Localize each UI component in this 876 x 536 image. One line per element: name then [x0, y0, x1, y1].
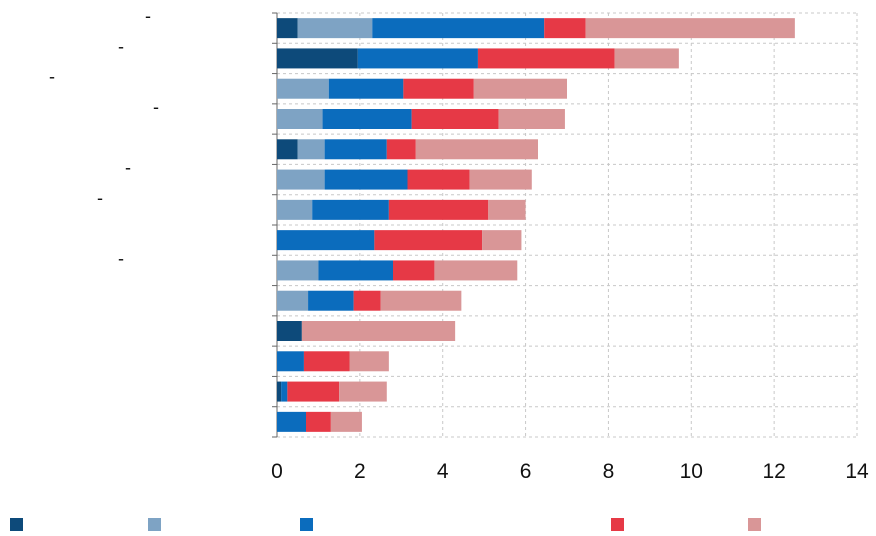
bar-segment-series-1	[277, 321, 302, 341]
bar-segment-series-3	[324, 139, 387, 160]
bar-segment-series-5	[473, 78, 567, 99]
bar-segment-series-2	[277, 199, 313, 220]
category-label: -	[145, 6, 151, 26]
bar-segment-series-5	[482, 230, 522, 251]
bar-segment-series-1	[277, 18, 298, 39]
bar-segment-series-4	[477, 48, 615, 69]
category-label: -	[153, 97, 159, 117]
bar-segment-series-5	[498, 109, 565, 129]
bar-segment-series-5	[339, 381, 387, 402]
legend-swatch-series-2	[148, 518, 161, 531]
legend-swatch-series-1	[10, 518, 23, 531]
category-label: -	[97, 188, 103, 208]
bar-segment-series-3	[281, 381, 288, 402]
bar-segment-series-2	[277, 290, 309, 311]
bar-segment-series-5	[380, 290, 462, 311]
x-tick-label: 6	[520, 460, 532, 483]
bar-segment-series-3	[277, 411, 306, 432]
bar-segment-series-4	[411, 109, 499, 129]
bar-segment-series-4	[386, 139, 416, 160]
legend-swatch-series-3	[300, 518, 313, 531]
x-tick-label: 8	[603, 460, 615, 483]
bar-segment-series-5	[415, 139, 538, 160]
bar-segment-series-3	[328, 78, 404, 99]
category-label: -	[118, 248, 124, 268]
x-tick-label: 14	[845, 460, 869, 483]
bar-segment-series-3	[324, 169, 408, 190]
bar-segment-series-3	[318, 260, 393, 281]
x-tick-label: 0	[271, 460, 283, 483]
x-tick-label: 10	[680, 460, 703, 483]
bar-segment-series-5	[349, 351, 389, 372]
bar-segment-series-2	[297, 18, 373, 39]
bar-segment-series-2	[277, 169, 325, 190]
bar-segment-series-3	[277, 230, 375, 251]
bar-segment-series-3	[308, 290, 354, 311]
x-tick-label: 12	[762, 460, 785, 483]
bar-segment-series-5	[614, 48, 679, 69]
bar-segment-series-4	[374, 230, 483, 251]
bar-segment-series-4	[287, 381, 340, 402]
bar-segment-series-4	[303, 351, 350, 372]
bar-segment-series-1	[277, 381, 282, 402]
bar-segment-series-2	[277, 109, 323, 129]
category-label: -	[118, 36, 124, 56]
bar-segment-series-4	[393, 260, 435, 281]
bar-segment-series-1	[277, 48, 358, 69]
bar-segment-series-2	[297, 139, 325, 160]
bar-segment-series-5	[301, 321, 456, 341]
bar-segment-series-3	[357, 48, 478, 69]
bar-segment-series-1	[277, 139, 298, 160]
bar-segment-series-4	[403, 78, 474, 99]
bar-segment-series-3	[277, 351, 304, 372]
x-tick-label: 4	[437, 460, 449, 483]
bar-segment-series-5	[585, 18, 795, 39]
bar-segment-series-3	[372, 18, 545, 39]
bar-segment-series-3	[322, 109, 412, 129]
category-label: -	[125, 158, 131, 178]
bar-segment-series-4	[544, 18, 586, 39]
bar-segment-series-3	[312, 199, 389, 220]
bar-segment-series-4	[306, 411, 331, 432]
bar-segment-series-5	[488, 199, 526, 220]
bar-segment-series-2	[277, 78, 329, 99]
bar-segment-series-4	[353, 290, 381, 311]
legend-swatch-series-5	[748, 518, 761, 531]
bar-segment-series-5	[330, 411, 362, 432]
bar-segment-series-4	[407, 169, 470, 190]
bar-segment-series-2	[277, 260, 319, 281]
legend-swatch-series-4	[611, 518, 624, 531]
bar-segment-series-5	[469, 169, 532, 190]
bar-segment-series-5	[434, 260, 518, 281]
category-label: -	[49, 67, 55, 87]
bar-segment-series-4	[388, 199, 489, 220]
x-tick-label: 2	[354, 460, 366, 483]
